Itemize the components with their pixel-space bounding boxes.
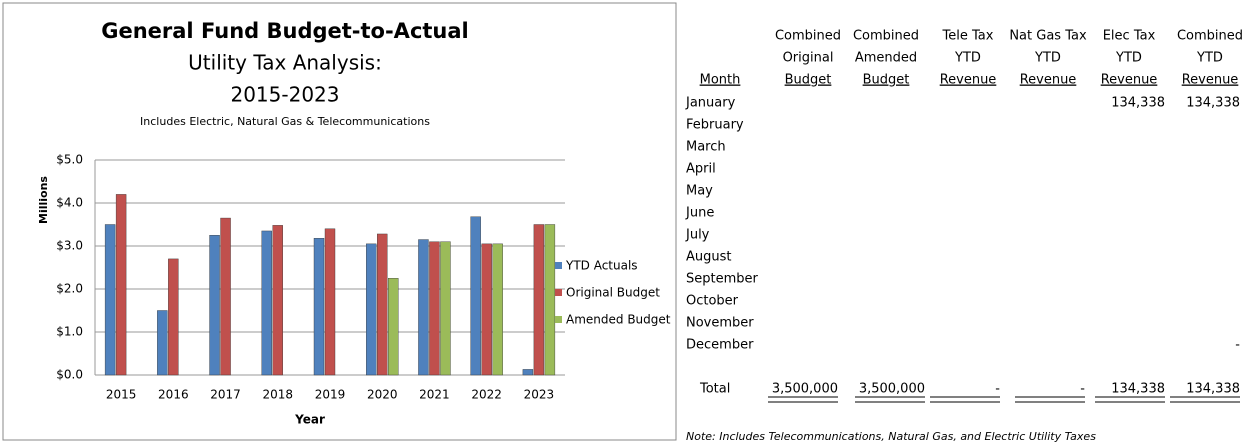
- bar: [313, 238, 325, 376]
- column-header: Budget: [863, 73, 910, 88]
- bar: [544, 224, 556, 376]
- cell: 134,338: [1111, 96, 1165, 111]
- column-header: Revenue: [940, 73, 997, 88]
- cell: -: [1235, 338, 1240, 353]
- bar: [115, 194, 127, 376]
- column-header: Month: [700, 73, 741, 88]
- total-cell: 134,338: [1186, 382, 1240, 397]
- x-tick-label: 2017: [210, 388, 241, 402]
- total-cell: 134,338: [1111, 382, 1165, 397]
- x-tick-label: 2020: [367, 388, 398, 402]
- total-cell: -: [995, 382, 1000, 397]
- legend-label: YTD Actuals: [565, 259, 638, 273]
- chart-subtitle: Utility Tax Analysis:: [188, 51, 382, 75]
- bar: [272, 225, 283, 376]
- x-tick-label: 2015: [106, 388, 137, 402]
- column-header: Revenue: [1182, 73, 1239, 88]
- total-cell: -: [1080, 382, 1085, 397]
- month-label: October: [686, 294, 739, 309]
- bar: [470, 216, 481, 376]
- chart-subtitle: 2015-2023: [230, 83, 339, 107]
- month-label: May: [686, 184, 713, 199]
- y-tick-label: $3.0: [56, 239, 83, 253]
- total-cell: 3,500,000: [859, 382, 925, 397]
- column-header: Combined: [775, 29, 841, 44]
- column-header: YTD: [954, 51, 981, 66]
- y-tick-label: $0.0: [56, 368, 83, 382]
- bar: [261, 230, 272, 376]
- legend-swatch: [555, 262, 562, 269]
- month-label: July: [685, 228, 710, 243]
- bar: [209, 235, 220, 376]
- column-header: Amended: [855, 51, 917, 66]
- month-label: November: [686, 316, 754, 331]
- column-header: Combined: [853, 29, 919, 44]
- column-header: Nat Gas Tax: [1009, 29, 1087, 44]
- table-note: Note: Includes Telecommunications, Natur…: [686, 430, 1096, 443]
- bar: [492, 243, 503, 376]
- bar: [388, 278, 399, 376]
- legend-swatch: [555, 316, 562, 323]
- x-tick-label: 2019: [315, 388, 346, 402]
- bar: [377, 233, 388, 376]
- column-header: Budget: [785, 73, 832, 88]
- y-tick-label: $1.0: [56, 325, 83, 339]
- y-tick-label: $5.0: [56, 153, 83, 167]
- month-label: April: [686, 162, 716, 177]
- legend-swatch: [555, 289, 562, 296]
- month-label: March: [686, 140, 726, 155]
- column-header: Revenue: [1020, 73, 1077, 88]
- column-header: Original: [783, 51, 834, 66]
- column-header: Tele Tax: [942, 29, 994, 44]
- month-label: December: [686, 338, 754, 353]
- month-label: June: [685, 206, 714, 221]
- y-tick-label: $2.0: [56, 282, 83, 296]
- x-tick-label: 2016: [158, 388, 189, 402]
- total-cell: 3,500,000: [772, 382, 838, 397]
- y-tick-label: $4.0: [56, 196, 83, 210]
- column-header: Revenue: [1101, 73, 1158, 88]
- legend-label: Original Budget: [566, 286, 660, 300]
- month-label: September: [686, 272, 759, 287]
- legend-label: Amended Budget: [566, 313, 671, 327]
- x-tick-label: 2023: [524, 388, 555, 402]
- bar: [429, 241, 440, 376]
- bar: [522, 369, 534, 376]
- x-axis-title: Year: [294, 413, 325, 427]
- bar: [481, 243, 492, 376]
- chart-note: Includes Electric, Natural Gas & Telecom…: [140, 115, 430, 128]
- bar: [157, 310, 168, 376]
- x-tick-label: 2021: [419, 388, 450, 402]
- column-header: YTD: [1034, 51, 1061, 66]
- bar: [104, 224, 116, 376]
- month-label: January: [685, 96, 736, 111]
- bar: [220, 217, 231, 376]
- bar: [418, 239, 429, 376]
- x-tick-label: 2018: [263, 388, 294, 402]
- cell: 134,338: [1186, 96, 1240, 111]
- column-header: YTD: [1115, 51, 1142, 66]
- month-label: February: [686, 118, 744, 133]
- column-header: YTD: [1196, 51, 1223, 66]
- column-header: Combined: [1177, 29, 1243, 44]
- bar: [533, 224, 545, 376]
- bar: [440, 241, 451, 376]
- bar: [324, 228, 336, 376]
- x-tick-label: 2022: [471, 388, 502, 402]
- y-axis-title: Millions: [37, 176, 50, 224]
- month-label: August: [686, 250, 732, 265]
- chart-title: General Fund Budget-to-Actual: [101, 19, 469, 43]
- total-label: Total: [699, 382, 730, 397]
- column-header: Elec Tax: [1103, 29, 1156, 44]
- bar: [168, 258, 179, 376]
- bar: [366, 243, 377, 376]
